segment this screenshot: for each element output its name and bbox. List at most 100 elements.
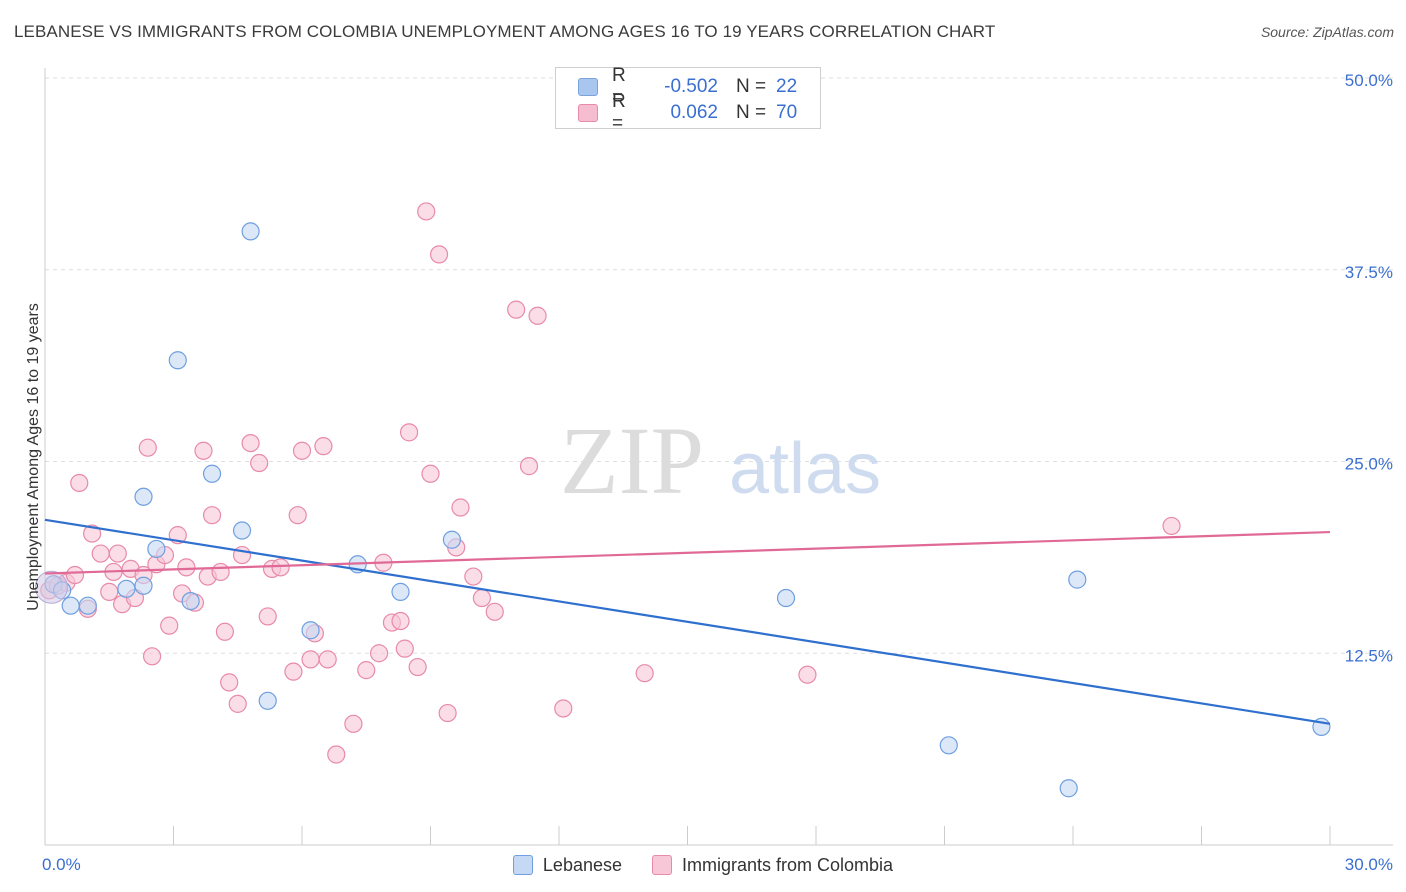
source-label: Source: ZipAtlas.com: [1260, 24, 1394, 40]
correlation-legend: R = -0.502 N = 22 R = 0.062 N = 70: [555, 65, 821, 134]
point-colombia: [370, 644, 389, 663]
point-colombia: [408, 657, 427, 677]
y-tick-label: 50.0%: [1345, 71, 1393, 90]
point-lebanese: [776, 588, 796, 608]
legend-swatch-lebanese: [512, 855, 533, 875]
point-colombia: [472, 588, 491, 608]
legend-r-label: R =: [612, 91, 626, 134]
point-colombia: [211, 562, 230, 582]
point-lebanese: [232, 521, 252, 540]
legend-r-value: -0.502: [664, 76, 718, 97]
point-lebanese: [301, 621, 320, 640]
watermark: ZIP atlas: [560, 407, 881, 514]
point-colombia: [554, 699, 573, 718]
point-colombia: [528, 306, 547, 325]
point-lebanese: [147, 539, 166, 559]
point-lebanese: [202, 464, 222, 483]
point-colombia: [258, 607, 277, 626]
point-colombia: [177, 558, 196, 577]
legend-n-value: 70: [776, 102, 798, 123]
legend-label-colombia: Immigrants from Colombia: [682, 854, 894, 875]
point-lebanese: [258, 691, 277, 710]
point-colombia: [395, 639, 414, 658]
point-cluster: [34, 570, 68, 604]
legend-swatch-colombia: [652, 855, 672, 875]
point-lebanese: [134, 487, 153, 506]
legend-r-value: 0.062: [670, 102, 718, 123]
point-lebanese: [391, 582, 410, 601]
point-colombia: [288, 506, 307, 525]
point-colombia: [83, 524, 102, 543]
point-colombia: [438, 703, 457, 723]
point-colombia: [228, 694, 247, 713]
point-lebanese: [1059, 779, 1078, 798]
watermark-zip: ZIP: [560, 407, 704, 514]
point-colombia: [507, 300, 526, 319]
point-colombia: [292, 441, 312, 460]
point-colombia: [421, 464, 440, 483]
point-colombia: [327, 745, 346, 764]
chart-title: LEBANESE VS IMMIGRANTS FROM COLOMBIA UNE…: [14, 22, 996, 41]
y-tick-label: 25.0%: [1345, 455, 1393, 474]
point-colombia: [399, 423, 419, 442]
legend-n-label: N =: [736, 76, 767, 97]
series-legend: Lebanese Immigrants from Colombia: [0, 852, 1406, 878]
point-colombia: [417, 202, 436, 221]
point-lebanese: [168, 351, 187, 370]
legend-n-label: N =: [736, 102, 767, 123]
watermark-atlas: atlas: [729, 429, 881, 509]
point-colombia: [1162, 516, 1181, 536]
point-colombia: [70, 473, 89, 493]
legend-label-lebanese: Lebanese: [542, 854, 622, 875]
point-lebanese: [61, 596, 80, 615]
point-lebanese: [241, 222, 260, 241]
axes: [44, 68, 1393, 846]
legend-row-lebanese: R = -0.502 N = 22: [578, 65, 797, 108]
axis-labels: 12.5% 25.0% 37.5% 50.0% 0.0% 30.0% Unemploymen…: [25, 71, 1393, 874]
point-colombia: [344, 714, 363, 733]
legend-swatch-colombia: [578, 104, 598, 122]
point-colombia: [301, 650, 320, 669]
point-colombia: [138, 438, 157, 457]
point-lebanese: [181, 591, 200, 611]
point-colombia: [271, 558, 290, 577]
point-colombia: [202, 506, 222, 525]
legend-item-lebanese[interactable]: Lebanese: [512, 854, 622, 876]
point-colombia: [798, 665, 817, 684]
point-colombia: [318, 650, 337, 669]
y-axis-label: Unemployment Among Ages 16 to 19 years: [25, 303, 42, 611]
point-lebanese: [78, 596, 97, 615]
point-colombia: [142, 647, 162, 666]
y-tick-label: 12.5%: [1345, 646, 1393, 665]
trend-line-lebanese: [44, 518, 1331, 725]
grid: [45, 77, 1393, 654]
legend-r-label: R =: [612, 65, 626, 108]
point-colombia: [464, 567, 483, 586]
point-colombia: [100, 582, 119, 601]
x-tick-label: 30.0%: [1345, 855, 1393, 874]
point-colombia: [519, 457, 539, 476]
point-colombia: [250, 453, 269, 473]
point-colombia: [284, 662, 303, 681]
point-colombia: [215, 622, 234, 641]
legend-swatch-lebanese: [578, 78, 598, 96]
point-colombia: [108, 544, 127, 563]
trend-lines: [44, 518, 1331, 725]
point-lebanese: [1068, 570, 1087, 589]
legend-item-colombia[interactable]: Immigrants from Colombia: [652, 855, 893, 876]
point-colombia: [635, 664, 654, 683]
point-colombia: [241, 433, 260, 453]
legend-row-colombia: R = 0.062 N = 70: [578, 91, 798, 134]
point-colombia: [220, 673, 239, 692]
y-tick-label: 37.5%: [1345, 263, 1393, 282]
point-colombia: [65, 565, 85, 585]
point-colombia: [391, 611, 410, 631]
point-colombia: [194, 441, 213, 460]
x-tick-label: 0.0%: [42, 855, 81, 874]
point-colombia: [91, 544, 110, 563]
point-lebanese: [442, 530, 462, 549]
point-colombia: [357, 661, 376, 680]
point-colombia: [160, 616, 179, 635]
point-lebanese: [134, 576, 153, 595]
point-colombia: [485, 602, 504, 621]
